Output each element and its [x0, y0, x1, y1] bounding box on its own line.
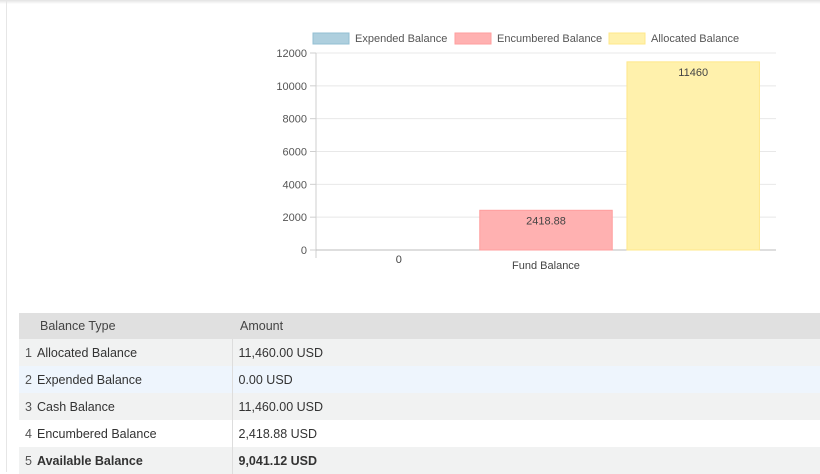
- balance-type-cell: 5 Available Balance: [19, 447, 233, 474]
- row-index: 5: [25, 453, 32, 468]
- bar-encumbered-balance: [479, 209, 613, 251]
- data-label-expended-balance: 0: [396, 254, 402, 266]
- bar-allocated-balance: [626, 61, 760, 251]
- balance-type-cell: 4 Encumbered Balance: [19, 420, 233, 447]
- table-row[interactable]: 1 Allocated Balance 11,460.00 USD: [19, 339, 820, 366]
- balance-type-cell: 1 Allocated Balance: [19, 339, 233, 366]
- legend-swatch-allocated-balance: [608, 32, 646, 45]
- balance-type: Encumbered Balance: [37, 426, 157, 441]
- table-header-row: Balance Type Amount: [19, 313, 820, 339]
- amount-cell: 9,041.12 USD: [232, 447, 820, 474]
- fund-balance-chart: Expended Balance Encumbered Balance Alloca…: [276, 32, 776, 272]
- table-row[interactable]: 4 Encumbered Balance 2,418.88 USD: [19, 420, 820, 447]
- y-tick-label: 6000: [283, 147, 307, 159]
- column-header-balance-type[interactable]: Balance Type: [19, 313, 232, 339]
- y-tick-label: 4000: [283, 179, 307, 191]
- y-tick-label: 0: [301, 245, 307, 257]
- top-shadow: [0, 0, 820, 4]
- y-axis-ticks: 0 2000 4000 6000 8000 10000 12000: [276, 48, 307, 257]
- data-label-allocated-balance: 11460: [678, 67, 708, 79]
- table-row[interactable]: 3 Cash Balance 11,460.00 USD: [19, 393, 820, 420]
- balance-type: Allocated Balance: [37, 345, 138, 360]
- data-label-encumbered-balance: 2418.88: [526, 215, 566, 227]
- balance-table: Balance Type Amount 1 Allocated Balance 1…: [19, 313, 820, 474]
- row-index: 2: [25, 372, 32, 387]
- row-index: 3: [25, 399, 32, 414]
- amount-cell: 2,418.88 USD: [232, 420, 820, 447]
- balance-type-cell: 3 Cash Balance: [19, 393, 233, 420]
- x-axis-title: Fund Balance: [512, 260, 580, 272]
- y-tick-label: 2000: [283, 212, 307, 224]
- balance-type: Available Balance: [37, 453, 143, 468]
- row-index: 1: [25, 345, 32, 360]
- column-header-amount[interactable]: Amount: [232, 313, 820, 339]
- amount-cell: 0.00 USD: [232, 366, 820, 393]
- chart-legend: Expended Balance Encumbered Balance Alloca…: [312, 32, 739, 45]
- amount-cell: 11,460.00 USD: [232, 393, 820, 420]
- y-tick-label: 12000: [276, 48, 307, 60]
- legend-label-expended-balance: Expended Balance: [355, 33, 447, 45]
- balance-type-cell: 2 Expended Balance: [19, 366, 233, 393]
- row-index: 4: [25, 426, 32, 441]
- left-border: [6, 0, 7, 472]
- balance-type: Expended Balance: [37, 372, 142, 387]
- table-row[interactable]: 2 Expended Balance 0.00 USD: [19, 366, 820, 393]
- legend-swatch-encumbered-balance: [454, 32, 492, 45]
- chart-data-labels: 0 2418.88 11460: [396, 67, 708, 266]
- y-tick-label: 8000: [283, 114, 307, 126]
- legend-label-allocated-balance: Allocated Balance: [651, 33, 739, 45]
- chart-bars: [479, 61, 760, 251]
- table-row[interactable]: 5 Available Balance 9,041.12 USD: [19, 447, 820, 474]
- amount-cell: 11,460.00 USD: [232, 339, 820, 366]
- balance-type: Cash Balance: [37, 399, 115, 414]
- legend-label-encumbered-balance: Encumbered Balance: [497, 33, 602, 45]
- legend-swatch-expended-balance: [312, 32, 350, 45]
- y-tick-label: 10000: [276, 81, 307, 93]
